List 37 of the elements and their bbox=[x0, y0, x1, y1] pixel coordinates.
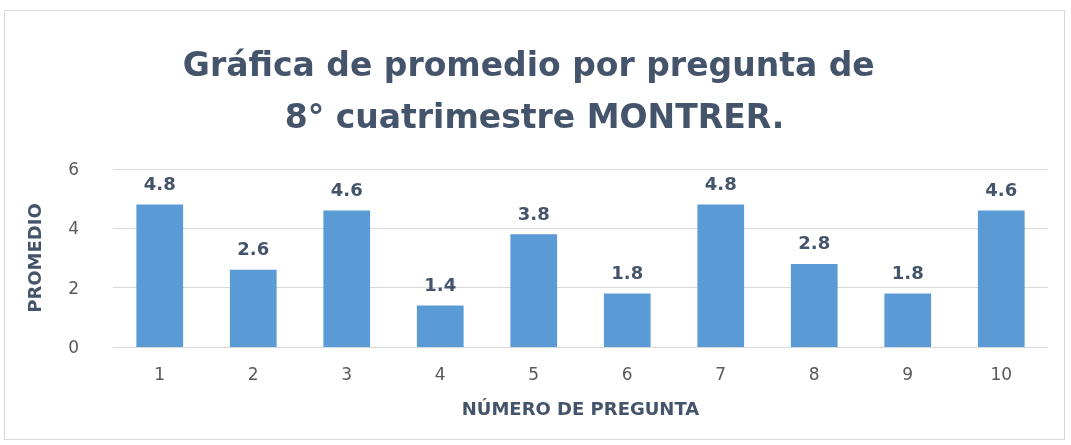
x-tick-label: 1 bbox=[154, 363, 166, 384]
bar bbox=[603, 293, 651, 347]
y-tick-label: 2 bbox=[68, 277, 79, 298]
data-label: 4.8 bbox=[143, 173, 176, 195]
data-label: 4.8 bbox=[704, 173, 737, 195]
chart-title: Gráfica de promedio por pregunta de 8° cuatrimestre MONTRER. bbox=[182, 44, 887, 136]
data-label: 4.6 bbox=[330, 179, 363, 201]
x-tick-label: 5 bbox=[528, 363, 540, 384]
x-tick-label: 7 bbox=[715, 363, 727, 384]
y-tick-label: 4 bbox=[68, 218, 79, 239]
bar bbox=[790, 263, 838, 347]
x-tick-label: 3 bbox=[341, 363, 353, 384]
y-tick-label: 0 bbox=[68, 337, 79, 357]
x-tick-label: 9 bbox=[902, 363, 914, 384]
data-label: 2.8 bbox=[798, 232, 831, 254]
y-tick-label: 6 bbox=[68, 159, 79, 179]
x-tick-label: 4 bbox=[434, 363, 446, 384]
bar bbox=[229, 269, 277, 347]
data-label: 1.8 bbox=[611, 262, 644, 284]
bar bbox=[136, 204, 184, 347]
bar bbox=[977, 210, 1025, 347]
bar bbox=[323, 210, 371, 347]
x-tick-label: 10 bbox=[990, 363, 1013, 384]
bar bbox=[416, 305, 464, 347]
data-label: 3.8 bbox=[517, 202, 550, 224]
bar bbox=[697, 204, 745, 347]
bar bbox=[884, 293, 932, 347]
x-tick-label: 8 bbox=[808, 363, 820, 384]
data-label: 1.4 bbox=[424, 273, 457, 295]
bar bbox=[510, 234, 558, 347]
x-axis-title: NÚMERO DE PREGUNTA bbox=[461, 397, 700, 419]
data-label: 2.6 bbox=[237, 238, 270, 260]
data-label: 1.8 bbox=[891, 262, 924, 284]
x-tick-label: 2 bbox=[247, 363, 259, 384]
data-label: 4.6 bbox=[985, 179, 1018, 201]
x-tick-label: 6 bbox=[621, 363, 633, 384]
y-axis-title: PROMEDIO bbox=[23, 203, 45, 313]
